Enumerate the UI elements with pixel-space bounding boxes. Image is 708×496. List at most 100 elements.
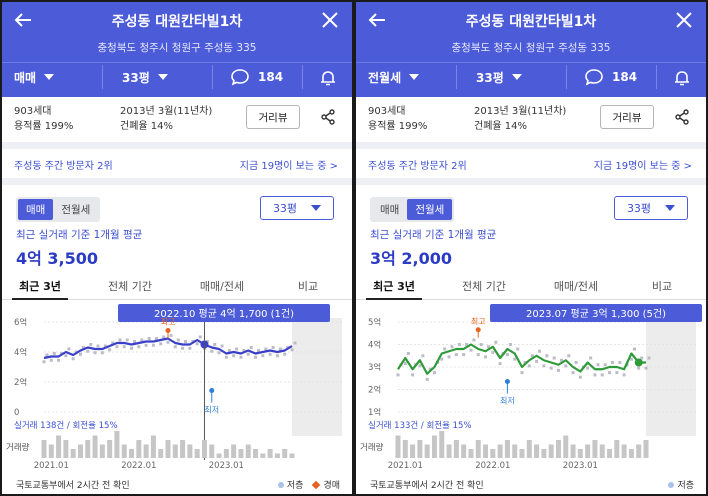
transaction-dot xyxy=(578,375,582,379)
bell-icon[interactable] xyxy=(672,68,692,88)
x-tick-label: 2023.01 xyxy=(563,461,598,471)
volume-label: 거래량 xyxy=(360,442,384,453)
tab-recent-3y[interactable]: 최근 3년 xyxy=(373,280,415,293)
volume-bar xyxy=(555,440,561,458)
transaction-dot xyxy=(188,346,192,350)
price-chart[interactable]: 5억 4억 3억 2억 1억 2023.07 평균 3억 1,300 (5건) 최고최저실거… xyxy=(356,300,708,472)
legend-item: 저층 xyxy=(668,478,694,491)
street-view-button[interactable]: 거리뷰 xyxy=(600,105,654,129)
page-title: 주성동 대원칸타빌1차 xyxy=(111,14,243,30)
volume-bar xyxy=(621,444,627,458)
area-select[interactable]: 33평 xyxy=(260,196,334,220)
transaction-dot xyxy=(86,349,90,353)
viewers-now-link[interactable]: 지금 19명이 보는 중 > xyxy=(593,161,692,172)
transaction-dot xyxy=(567,354,571,358)
tab-all-period[interactable]: 전체 기간 xyxy=(108,280,152,293)
area-dropdown[interactable]: 33평 xyxy=(476,62,522,92)
volume-bar xyxy=(260,453,266,458)
volume-bar xyxy=(223,449,229,458)
active-tab-indicator xyxy=(366,298,422,300)
low-marker xyxy=(209,388,215,393)
volume-bar xyxy=(253,449,259,458)
comment-count: 184 xyxy=(612,70,638,84)
high-label: 최고 xyxy=(471,316,486,326)
share-icon[interactable] xyxy=(320,109,336,125)
transaction-dot xyxy=(556,368,560,372)
transaction-dot xyxy=(615,371,619,375)
visitor-bar[interactable]: 주성동 주간 방문자 2위 지금 19명이 보는 중 > xyxy=(356,149,706,177)
chevron-down-icon xyxy=(511,74,522,80)
transaction-dot xyxy=(443,347,447,351)
section-gap xyxy=(2,178,352,185)
transaction-dot xyxy=(457,343,461,346)
footer: 국토교통부에서 2시간 전 확인 저층 경매 xyxy=(2,476,352,494)
transaction-dot xyxy=(137,345,141,349)
transaction-dot xyxy=(235,347,239,351)
tab-sale-jeonse[interactable]: 매매/전세 xyxy=(199,280,245,293)
transaction-dot xyxy=(205,340,209,343)
deal-type-dropdown[interactable]: 전월세 xyxy=(368,62,420,92)
close-icon[interactable] xyxy=(674,10,694,30)
volume-bar xyxy=(165,440,171,458)
chevron-down-icon xyxy=(311,205,322,211)
x-tick-label: 2022.01 xyxy=(121,461,156,471)
transaction-dot xyxy=(421,354,425,358)
transaction-dot xyxy=(523,361,527,364)
volume-bar xyxy=(563,435,569,458)
transaction-dot xyxy=(516,347,520,351)
header-separator xyxy=(102,65,103,89)
viewers-now-link[interactable]: 지금 19명이 보는 중 > xyxy=(239,161,338,172)
volume-bar xyxy=(114,431,120,458)
comments-button[interactable]: 184 xyxy=(230,62,283,92)
transaction-dot xyxy=(647,356,651,360)
tab-recent-3y[interactable]: 최근 3년 xyxy=(19,280,61,293)
transaction-dot xyxy=(484,355,488,359)
tab-compare[interactable]: 비교 xyxy=(297,280,319,293)
section-gap xyxy=(2,142,352,149)
transaction-dot xyxy=(469,348,473,352)
back-arrow-icon[interactable] xyxy=(12,9,34,31)
x-tick-label: 2021.01 xyxy=(388,461,423,471)
share-icon[interactable] xyxy=(674,109,690,125)
area-select-label: 33평 xyxy=(626,202,652,215)
segment-sale[interactable]: 매매 xyxy=(380,204,400,216)
area-select[interactable]: 33평 xyxy=(614,196,688,220)
footer: 국토교통부에서 2시간 전 확인 저층 xyxy=(356,476,706,494)
tab-compare[interactable]: 비교 xyxy=(651,280,673,293)
street-view-button[interactable]: 거리뷰 xyxy=(246,105,300,129)
transaction-dot xyxy=(283,352,287,356)
back-arrow-icon[interactable] xyxy=(366,9,388,31)
volume-bar xyxy=(585,444,591,458)
transaction-stats: 실거래 133건 / 회전율 15% xyxy=(368,420,472,431)
transaction-dot xyxy=(264,347,268,351)
transaction-dot xyxy=(425,377,429,381)
app-header: 주성동 대원칸타빌1차 충청북도 청주시 청원구 주성동 335 전월세 33평… xyxy=(356,2,706,97)
deal-type-label: 전월세 xyxy=(368,70,402,85)
high-marker xyxy=(475,327,481,333)
comments-button[interactable]: 184 xyxy=(584,62,637,92)
segment-rent[interactable]: 전월세 xyxy=(61,204,91,216)
tab-sale-jeonse[interactable]: 매매/전세 xyxy=(553,280,599,293)
volume-bar xyxy=(526,440,532,458)
volume-bar xyxy=(461,444,467,458)
volume-bar xyxy=(548,444,554,458)
segment-rent[interactable]: 전월세 xyxy=(407,199,453,220)
transaction-dot xyxy=(184,340,188,343)
transaction-dot xyxy=(89,343,93,346)
transaction-dot xyxy=(593,373,597,377)
transaction-dot xyxy=(498,362,502,366)
header-separator xyxy=(456,65,457,89)
high-label: 최고 xyxy=(161,317,176,327)
complex-info: 903세대 용적률 199% 2013년 3월(11년차) 건폐율 14% xyxy=(2,97,352,142)
volume-bar xyxy=(238,449,244,458)
close-icon[interactable] xyxy=(320,10,340,30)
deal-type-dropdown[interactable]: 매매 xyxy=(14,62,55,92)
tab-all-period[interactable]: 전체 기간 xyxy=(462,280,506,293)
deal-segment: 매매 전월세 xyxy=(370,197,455,222)
visitor-bar[interactable]: 주성동 주간 방문자 2위 지금 19명이 보는 중 > xyxy=(2,149,352,177)
bell-icon[interactable] xyxy=(318,68,338,88)
transaction-dot xyxy=(166,340,170,344)
segment-sale[interactable]: 매매 xyxy=(18,199,54,220)
area-dropdown[interactable]: 33평 xyxy=(122,62,168,92)
